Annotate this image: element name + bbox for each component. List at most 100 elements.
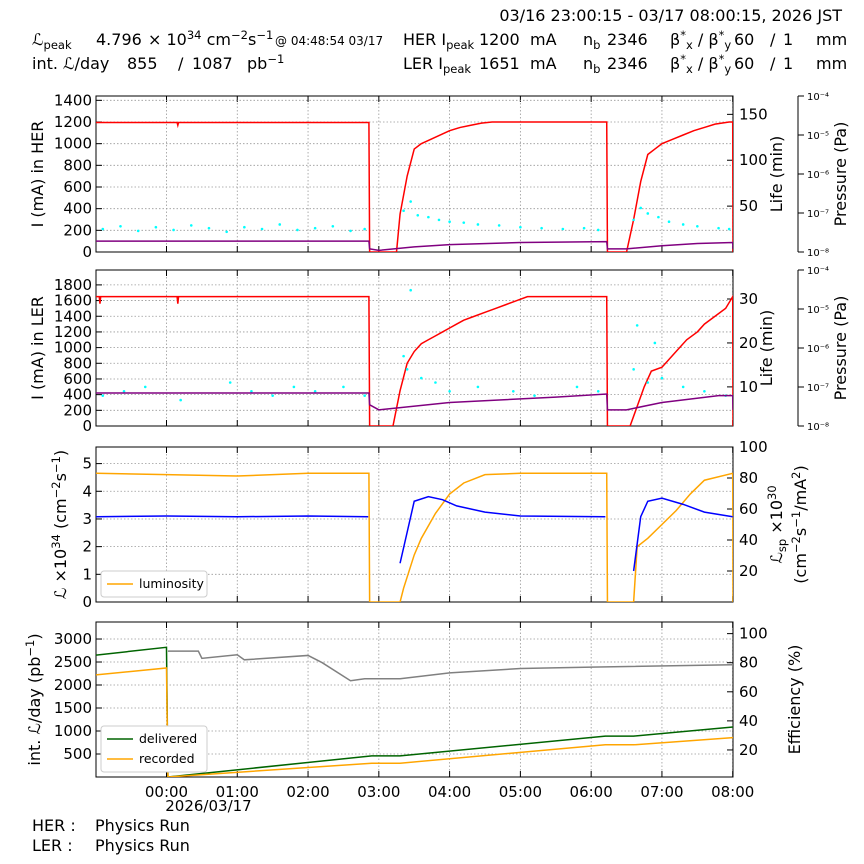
y2-tick-label: 40	[739, 712, 758, 730]
y-tick-label: 800	[63, 156, 92, 174]
panel: 0 200 400 600 800 1000 1200 1400 50 100 150 10⁻⁸ 10⁻…	[28, 91, 850, 261]
point	[250, 389, 253, 393]
text-part: × 10	[148, 30, 187, 49]
text-part: 30	[765, 485, 779, 500]
point	[402, 209, 405, 213]
y3-tick-label: 10⁻⁸	[807, 248, 829, 259]
bunches-value: 2346	[607, 30, 648, 49]
text-part: s	[248, 30, 256, 49]
point	[189, 224, 193, 227]
y-tick-label: 1400	[54, 307, 92, 325]
int-lum-unit: pb−1	[247, 52, 284, 73]
text-part: )	[791, 465, 810, 471]
point	[533, 394, 536, 397]
point	[154, 225, 158, 229]
point	[632, 218, 635, 222]
series-group	[96, 472, 733, 602]
y2-tick-label: 80	[739, 654, 758, 672]
y-tick-label: 800	[63, 354, 92, 372]
text-part: pb	[247, 54, 267, 73]
y2-tick-label: 100	[739, 151, 768, 169]
series-line	[96, 392, 733, 411]
point	[561, 227, 565, 231]
y3-tick-label: 10⁻⁸	[807, 422, 829, 433]
text-part: β	[670, 54, 680, 73]
beta-x: 60	[734, 54, 754, 73]
beta-label: β*x / β*y	[670, 52, 731, 76]
point	[331, 225, 335, 228]
x-tick-label: 03:00	[357, 783, 400, 801]
series-line	[96, 667, 733, 777]
y-tick-label: 1	[82, 565, 92, 583]
text-part: 34	[49, 534, 63, 549]
text-part: *	[680, 52, 686, 66]
legend-label: delivered	[139, 731, 197, 746]
int-lum-delivered: 1087	[192, 54, 233, 73]
point	[519, 225, 522, 229]
y2-tick-label: 40	[739, 531, 758, 549]
point	[653, 341, 657, 345]
series-group	[96, 646, 733, 777]
y2-tick-label: 30	[739, 290, 758, 308]
point	[313, 389, 317, 393]
text-part: ℒ	[32, 30, 44, 49]
point	[635, 324, 639, 327]
series-line	[167, 650, 733, 682]
beta-x: 60	[734, 30, 754, 49]
point	[448, 389, 451, 393]
point	[667, 220, 671, 224]
point	[727, 227, 731, 231]
point	[416, 213, 420, 217]
y-tick-label: 1400	[54, 91, 92, 109]
y3-tick-label: 10⁻⁴	[807, 266, 829, 277]
y3-tick-label: 10⁻⁵	[807, 131, 829, 142]
text-part: β	[670, 30, 680, 49]
text-part: LER I	[403, 54, 443, 73]
beta-label: β*x / β*y	[670, 28, 731, 52]
point	[646, 212, 650, 215]
point	[575, 385, 579, 389]
x-tick-label: 00:00	[145, 783, 188, 801]
y-label: int. ℒ/day (pb−1)	[23, 633, 44, 765]
y-tick-label: 3000	[54, 630, 92, 648]
text-part: b	[593, 62, 600, 76]
beta-y: 1	[783, 54, 793, 73]
lum-peak-unit: × 1034 cm−2s−1	[148, 28, 273, 49]
text-part: n	[583, 54, 593, 73]
y-label: I (mA) in LER	[28, 296, 47, 400]
plot-frame	[95, 621, 734, 778]
x-tick-label: 02:00	[286, 783, 329, 801]
series-line	[96, 294, 733, 426]
y2-tick-label: 60	[739, 683, 758, 701]
y-tick-label: 0	[82, 243, 92, 261]
y3-tick-label: 10⁻⁷	[807, 383, 829, 394]
text-part: 34	[187, 28, 202, 42]
bunches-label: nb	[583, 30, 600, 52]
text-part: s	[791, 528, 810, 536]
point	[427, 215, 430, 219]
y-tick-label: 600	[63, 370, 92, 388]
x-tick-label: 07:00	[640, 783, 683, 801]
text-part: −1	[49, 456, 63, 473]
point	[681, 385, 685, 389]
point	[243, 225, 246, 229]
text-part: −1	[256, 28, 273, 42]
point	[419, 376, 423, 380]
y-tick-label: 1000	[54, 339, 92, 357]
point	[596, 228, 600, 232]
series-line	[96, 240, 733, 252]
y-tick-label: 1600	[54, 292, 92, 310]
text-part: −1	[267, 52, 284, 66]
text-part: )	[51, 450, 70, 456]
bunches-value: 2346	[607, 54, 648, 73]
point	[660, 376, 664, 380]
int-lum-recorded: 855	[127, 54, 158, 73]
legend-label: recorded	[139, 751, 195, 766]
point	[409, 288, 412, 292]
y3-tick-label: 10⁻⁷	[807, 209, 829, 220]
series-line	[96, 121, 733, 252]
y3-tick-label: 10⁻⁵	[807, 305, 829, 316]
point	[313, 226, 317, 230]
point	[172, 228, 175, 232]
